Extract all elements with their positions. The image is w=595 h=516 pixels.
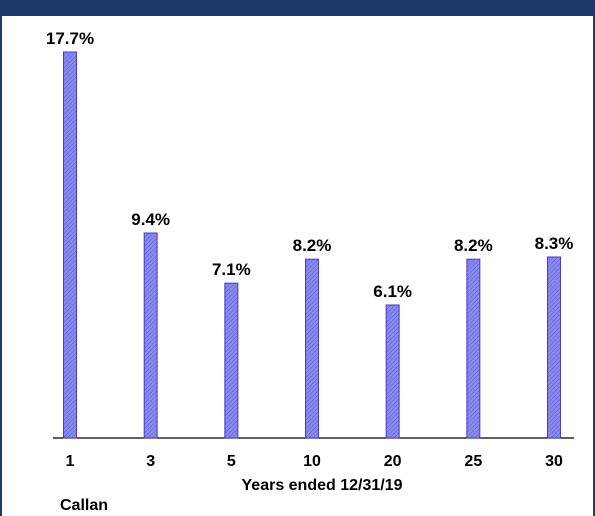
bar-30 bbox=[547, 256, 561, 439]
value-label-3: 9.4% bbox=[131, 210, 170, 229]
value-label-30: 8.3% bbox=[535, 234, 574, 253]
x-axis-title: Years ended 12/31/19 bbox=[242, 477, 403, 494]
x-tick-label-5: 5 bbox=[227, 453, 236, 470]
bar-5 bbox=[224, 282, 239, 439]
value-label-5: 7.1% bbox=[212, 260, 251, 279]
value-label-10: 8.2% bbox=[293, 236, 332, 255]
x-tick-label-20: 20 bbox=[384, 453, 402, 470]
source-label: Callan bbox=[60, 497, 109, 514]
header-bar bbox=[0, 0, 595, 16]
x-tick-label-1: 1 bbox=[66, 453, 75, 470]
x-tick-label-3: 3 bbox=[146, 453, 155, 470]
bar-3 bbox=[143, 232, 158, 439]
bar-1 bbox=[63, 51, 77, 439]
value-label-25: 8.2% bbox=[454, 236, 493, 255]
x-tick-label-30: 30 bbox=[545, 453, 563, 470]
bar-25 bbox=[466, 258, 481, 439]
value-label-1: 17.7% bbox=[46, 29, 94, 48]
x-tick-label-25: 25 bbox=[464, 453, 482, 470]
bar-20 bbox=[385, 304, 400, 439]
value-label-20: 6.1% bbox=[373, 282, 412, 301]
bar-10 bbox=[305, 258, 319, 439]
x-tick-label-10: 10 bbox=[303, 453, 321, 470]
